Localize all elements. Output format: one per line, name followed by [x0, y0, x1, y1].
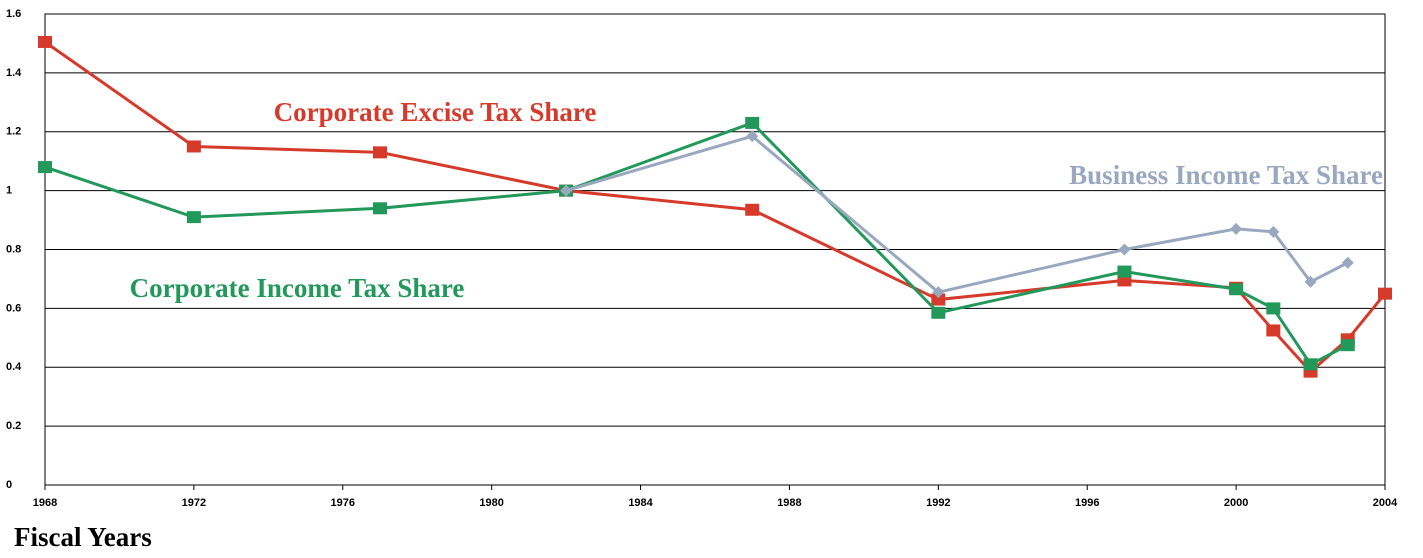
point: [1378, 287, 1392, 300]
y-tick-label: 1: [6, 185, 12, 197]
x-tick-label: 1972: [182, 497, 206, 509]
point: [1266, 302, 1281, 315]
point: [38, 35, 52, 48]
y-tick-label: 1.6: [6, 8, 21, 20]
point: [1230, 222, 1243, 235]
y-tick-label: 1.2: [6, 126, 21, 138]
point: [373, 146, 387, 159]
series-label: Corporate Income Tax Share: [130, 273, 465, 303]
point: [1117, 265, 1132, 278]
point: [1340, 339, 1355, 352]
point: [932, 286, 945, 299]
point: [746, 130, 759, 143]
point: [560, 184, 573, 197]
series-line: [565, 134, 1349, 294]
x-tick-label: 1968: [33, 497, 57, 509]
point: [1266, 324, 1281, 337]
point: [931, 306, 946, 319]
x-tick-label: 2000: [1224, 497, 1248, 509]
y-tick-label: 0.4: [6, 361, 22, 373]
series-label: Corporate Excise Tax Share: [274, 97, 597, 127]
point: [745, 116, 760, 129]
point: [1304, 275, 1317, 288]
x-tick-label: 1996: [1075, 497, 1099, 509]
series-label: Business Income Tax Share: [1069, 160, 1383, 190]
point: [931, 293, 946, 306]
point: [1267, 225, 1280, 238]
y-tick-label: 0.6: [6, 302, 21, 314]
x-tick-label: 2004: [1373, 497, 1398, 509]
point: [1118, 243, 1131, 256]
point: [186, 211, 201, 224]
point: [1303, 358, 1318, 371]
x-tick-label: 1976: [331, 497, 355, 509]
y-tick-label: 0: [6, 479, 12, 491]
point: [1229, 283, 1244, 296]
x-tick-label: 1980: [479, 497, 503, 509]
y-tick-label: 0.2: [6, 420, 21, 432]
point: [38, 161, 52, 174]
x-tick-label: 1992: [926, 497, 950, 509]
point: [186, 140, 201, 153]
x-tick-label: 1984: [628, 497, 653, 509]
point: [1341, 256, 1354, 269]
x-tick-label: 1988: [777, 497, 801, 509]
x-axis-label: Fiscal Years: [14, 522, 152, 552]
point: [373, 202, 387, 215]
plot-frame: [44, 13, 1386, 486]
point: [745, 203, 760, 216]
y-tick-label: 1.4: [6, 67, 22, 79]
y-tick-label: 0.8: [6, 243, 21, 255]
series-line: [44, 40, 1387, 374]
